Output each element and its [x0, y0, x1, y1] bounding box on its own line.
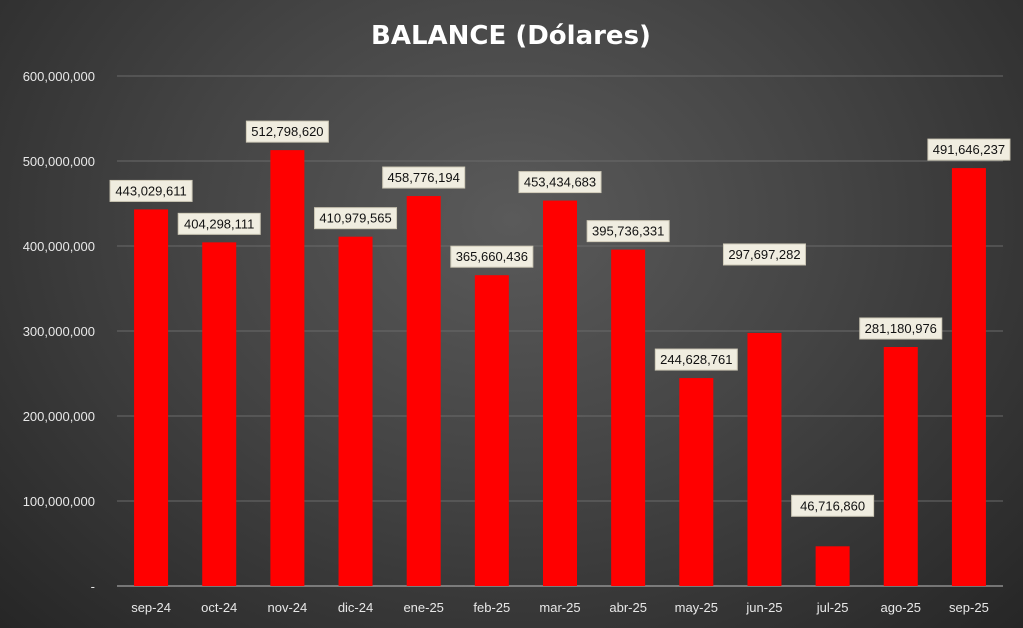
data-label-box [654, 348, 738, 371]
data-label-box [586, 220, 670, 243]
bar-sep-24 [134, 209, 169, 586]
data-label: 244,628,761 [660, 352, 732, 367]
bar-may-25 [679, 378, 714, 586]
data-label-box [109, 179, 193, 202]
x-tick-label: dic-24 [338, 600, 373, 615]
data-label-box [450, 245, 534, 268]
data-label-box [791, 494, 875, 517]
bar-sep-25 [951, 168, 986, 586]
y-tick-label: 200,000,000 [23, 409, 95, 424]
data-label-box [927, 138, 1011, 161]
data-label-box [177, 212, 261, 235]
data-label: 443,029,611 [115, 183, 186, 198]
bar-dic-24 [338, 236, 373, 587]
data-label: 395,736,331 [592, 224, 664, 239]
bar-abr-25 [611, 249, 646, 586]
bar-ago-25 [883, 346, 918, 586]
data-label-box [722, 243, 806, 266]
x-tick-label: mar-25 [539, 600, 580, 615]
bar-nov-24 [270, 150, 305, 587]
x-tick-label: may-25 [675, 600, 718, 615]
data-label-box [314, 207, 398, 230]
data-label: 458,776,194 [388, 170, 460, 185]
y-tick-label: 500,000,000 [23, 154, 95, 169]
x-tick-label: oct-24 [201, 600, 237, 615]
chart-title: BALANCE (Dólares) [371, 21, 651, 51]
x-tick-label: abr-25 [609, 600, 647, 615]
data-label: 46,716,860 [800, 498, 865, 513]
y-tick-label: 300,000,000 [23, 324, 95, 339]
x-tick-label: jun-25 [745, 600, 782, 615]
data-label: 512,798,620 [251, 124, 323, 139]
data-label: 404,298,111 [184, 216, 254, 231]
bar-feb-25 [474, 275, 509, 586]
data-label-box [859, 317, 943, 340]
x-tick-label: sep-25 [949, 600, 989, 615]
x-tick-label: feb-25 [473, 600, 510, 615]
data-label-box [518, 171, 602, 194]
bar-jul-25 [815, 546, 850, 586]
x-tick-label: nov-24 [268, 600, 308, 615]
data-label-box [382, 166, 466, 189]
data-label: 297,697,282 [728, 247, 800, 262]
y-tick-label: 600,000,000 [23, 69, 95, 84]
x-tick-label: jul-25 [816, 600, 849, 615]
y-tick-label: 100,000,000 [23, 494, 95, 509]
data-label: 491,646,237 [933, 142, 1005, 157]
bar-jun-25 [747, 332, 782, 586]
x-tick-label: ago-25 [881, 600, 921, 615]
x-tick-label: sep-24 [131, 600, 171, 615]
data-label: 410,979,565 [319, 211, 391, 226]
data-label-box [245, 120, 329, 143]
data-label: 365,660,436 [456, 249, 528, 264]
y-tick-label: 400,000,000 [23, 239, 95, 254]
y-tick-label: - [91, 579, 95, 594]
bar-mar-25 [543, 200, 577, 587]
bar-ene-25 [406, 196, 441, 587]
x-tick-label: ene-25 [403, 600, 443, 615]
bar-oct-24 [202, 242, 237, 586]
data-label: 453,434,683 [524, 175, 596, 190]
data-label: 281,180,976 [865, 321, 937, 336]
